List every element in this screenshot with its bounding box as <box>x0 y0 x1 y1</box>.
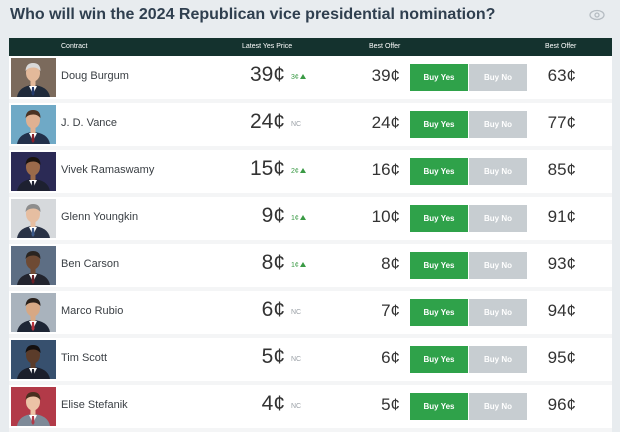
contract-name[interactable]: Doug Burgum <box>61 70 129 82</box>
price-change: 1¢ <box>291 215 306 222</box>
price-change-value: 1¢ <box>291 262 299 269</box>
arrow-up-icon <box>299 262 306 267</box>
header-contract: Contract <box>61 43 88 50</box>
buy-no-button[interactable]: Buy No <box>469 158 527 185</box>
arrow-up-icon <box>299 215 306 220</box>
candidate-photo <box>11 58 56 97</box>
best-offer-no: 94¢ <box>547 301 576 320</box>
price-change-value: NC <box>291 356 302 363</box>
best-offer-yes: 8¢ <box>381 254 400 273</box>
candidate-photo <box>11 387 56 426</box>
price-change-value: 2¢ <box>291 168 299 175</box>
candidate-photo <box>11 340 56 379</box>
best-offer-yes: 10¢ <box>371 207 400 226</box>
header-best-offer-yes: Best Offer <box>369 43 401 50</box>
table-row[interactable]: Marco Rubio 6¢ NC 7¢ Buy Yes Buy No 94¢ <box>9 291 612 334</box>
price-change: NC <box>291 356 301 363</box>
buy-yes-button[interactable]: Buy Yes <box>410 158 468 185</box>
latest-yes-price: 15¢ <box>249 157 285 180</box>
price-change: NC <box>291 309 301 316</box>
price-change-value: 1¢ <box>291 215 299 222</box>
buy-yes-button[interactable]: Buy Yes <box>410 252 468 279</box>
header-latest-yes-price: Latest Yes Price <box>242 43 293 50</box>
contract-name[interactable]: Glenn Youngkin <box>61 211 139 223</box>
best-offer-yes: 39¢ <box>371 66 400 85</box>
best-offer-yes: 5¢ <box>381 395 400 414</box>
candidate-photo <box>11 105 56 144</box>
contract-name[interactable]: Vivek Ramaswamy <box>61 164 155 176</box>
contract-name[interactable]: Ben Carson <box>61 258 120 270</box>
latest-yes-price: 24¢ <box>249 110 285 133</box>
candidate-photo <box>11 152 56 191</box>
best-offer-no: 77¢ <box>547 113 576 132</box>
buy-yes-button[interactable]: Buy Yes <box>410 111 468 138</box>
best-offer-yes: 24¢ <box>371 113 400 132</box>
best-offer-no: 93¢ <box>547 254 576 273</box>
buy-yes-button[interactable]: Buy Yes <box>410 299 468 326</box>
best-offer-no: 96¢ <box>547 395 576 414</box>
buy-no-button[interactable]: Buy No <box>469 111 527 138</box>
table-row[interactable]: J. D. Vance 24¢ NC 24¢ Buy Yes Buy No 77¢ <box>9 103 612 146</box>
latest-yes-price: 8¢ <box>261 251 285 274</box>
arrow-up-icon <box>299 168 306 173</box>
buy-no-button[interactable]: Buy No <box>469 393 527 420</box>
table-row[interactable]: Glenn Youngkin 9¢ 1¢ 10¢ Buy Yes Buy No 91¢ <box>9 197 612 240</box>
buy-no-button[interactable]: Buy No <box>469 252 527 279</box>
contract-name[interactable]: J. D. Vance <box>61 117 118 129</box>
price-change-value: NC <box>291 121 302 128</box>
price-change-value: NC <box>291 309 302 316</box>
eye-icon[interactable] <box>588 7 606 23</box>
candidate-photo <box>11 199 56 238</box>
page-title: Who will win the 2024 Republican vice pr… <box>10 6 496 23</box>
price-change-value: 3¢ <box>291 74 299 81</box>
latest-yes-price: 39¢ <box>249 63 285 86</box>
buy-no-button[interactable]: Buy No <box>469 299 527 326</box>
latest-yes-price: 9¢ <box>261 204 285 227</box>
price-change: 1¢ <box>291 262 306 269</box>
buy-yes-button[interactable]: Buy Yes <box>410 346 468 373</box>
contract-name[interactable]: Tim Scott <box>61 352 108 364</box>
buy-no-button[interactable]: Buy No <box>469 64 527 91</box>
price-change: 3¢ <box>291 74 306 81</box>
buy-yes-button[interactable]: Buy Yes <box>410 393 468 420</box>
price-change: 2¢ <box>291 168 306 175</box>
contracts-table: Contract Latest Yes Price Best Offer Bes… <box>9 38 612 432</box>
best-offer-yes: 16¢ <box>371 160 400 179</box>
best-offer-no: 85¢ <box>547 160 576 179</box>
table-row[interactable]: Elise Stefanik 4¢ NC 5¢ Buy Yes Buy No 96¢ <box>9 385 612 428</box>
header-best-offer-no: Best Offer <box>545 43 577 50</box>
buy-yes-button[interactable]: Buy Yes <box>410 205 468 232</box>
table-row[interactable]: Vivek Ramaswamy 15¢ 2¢ 16¢ Buy Yes Buy No 85¢ <box>9 150 612 193</box>
price-change: NC <box>291 403 301 410</box>
best-offer-yes: 6¢ <box>381 348 400 367</box>
buy-yes-button[interactable]: Buy Yes <box>410 64 468 91</box>
candidate-photo <box>11 293 56 332</box>
table-row[interactable]: Doug Burgum 39¢ 3¢ 39¢ Buy Yes Buy No 63¢ <box>9 56 612 99</box>
table-header: Contract Latest Yes Price Best Offer Bes… <box>9 38 612 56</box>
table-row[interactable]: Ben Carson 8¢ 1¢ 8¢ Buy Yes Buy No 93¢ <box>9 244 612 287</box>
buy-no-button[interactable]: Buy No <box>469 346 527 373</box>
latest-yes-price: 4¢ <box>261 392 285 415</box>
candidate-photo <box>11 246 56 285</box>
price-change-value: NC <box>291 403 302 410</box>
best-offer-no: 91¢ <box>547 207 576 226</box>
best-offer-no: 95¢ <box>547 348 576 367</box>
contract-name[interactable]: Elise Stefanik <box>61 399 128 411</box>
buy-no-button[interactable]: Buy No <box>469 205 527 232</box>
latest-yes-price: 6¢ <box>261 298 285 321</box>
arrow-up-icon <box>299 74 306 79</box>
table-row[interactable]: Tim Scott 5¢ NC 6¢ Buy Yes Buy No 95¢ <box>9 338 612 381</box>
price-change: NC <box>291 121 301 128</box>
latest-yes-price: 5¢ <box>261 345 285 368</box>
best-offer-yes: 7¢ <box>381 301 400 320</box>
best-offer-no: 63¢ <box>547 66 576 85</box>
contract-name[interactable]: Marco Rubio <box>61 305 124 317</box>
